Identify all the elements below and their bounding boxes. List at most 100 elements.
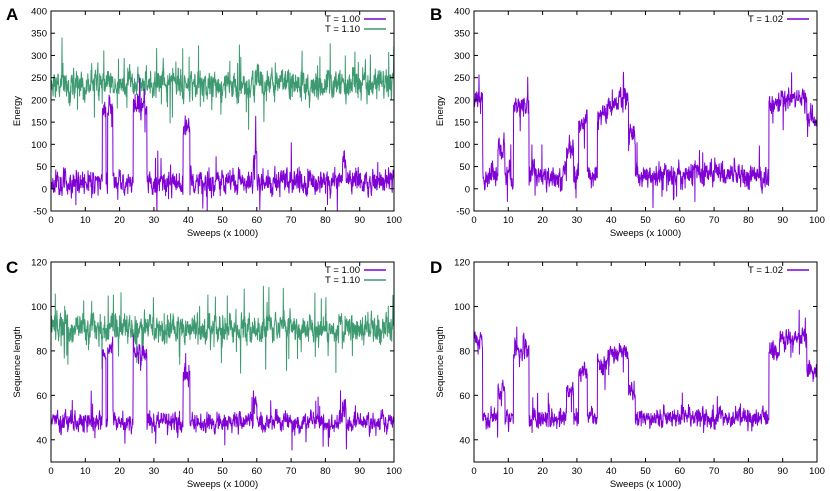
panel-d-x-tick-label: 70 <box>709 466 720 477</box>
panel-c-y-tick-label: 80 <box>36 346 47 357</box>
panel-b-x-tick-label: 30 <box>572 215 583 226</box>
panel-c-y-tick-label: 120 <box>31 258 47 269</box>
panel-c-y-tick-label: 60 <box>36 391 47 402</box>
panel-d-x-tick-label: 30 <box>572 466 583 477</box>
panel-d-x-tick-label: 10 <box>503 466 514 477</box>
panel-c-legend-label-2: T = 1.10 <box>325 275 360 286</box>
panel-b-y-tick-label: -50 <box>456 207 470 218</box>
panel-a-x-tick-label: 90 <box>354 215 365 226</box>
panel-d-x-tick-label: 0 <box>471 466 476 477</box>
panel-a-series-110-line <box>51 37 394 130</box>
panel-b-y-tick-label: 200 <box>454 95 470 106</box>
panel-b-x-tick-label: 40 <box>606 215 617 226</box>
panel-b-y-axis-label: Energy <box>435 96 446 126</box>
panel-a-series-group <box>51 37 394 211</box>
panel-c-series-group <box>51 285 394 451</box>
panel-d-series-group <box>474 309 817 438</box>
panel-d-legend-label-1: T = 1.02 <box>748 265 783 276</box>
panel-a: A Energy Sweeps (x 1000) T = 1.00 T = 1.… <box>6 5 402 239</box>
panel-c-x-tick-label: 60 <box>252 466 263 477</box>
panel-c-x-tick-label: 0 <box>48 466 53 477</box>
panel-b-y-tick-label: 50 <box>459 162 470 173</box>
panel-c-x-tick-label: 10 <box>80 466 91 477</box>
panel-b: B Energy Sweeps (x 1000) T = 1.02 0 10 20 3… <box>430 5 825 239</box>
panel-a-legend: T = 1.00 T = 1.10 <box>325 14 360 35</box>
panel-d-y-axis-label: Sequence length <box>435 326 446 397</box>
panel-a-label: A <box>6 5 18 24</box>
panel-b-series-102-line <box>474 71 817 209</box>
panel-b-y-tick-label: 250 <box>454 73 470 84</box>
panel-a-y-tick-label: -50 <box>33 207 47 218</box>
panel-a-x-tick-label: 40 <box>183 215 194 226</box>
panel-b-y-tick-label: 400 <box>454 7 470 18</box>
panel-a-y-tick-label: 150 <box>31 118 47 129</box>
panel-a-y-tick-label: 300 <box>31 51 47 62</box>
panel-c-series-100-line <box>51 334 394 451</box>
panel-a-legend-label-2: T = 1.10 <box>325 24 360 35</box>
panel-b-y-tick-label: 350 <box>454 29 470 40</box>
panel-b-x-tick-label: 0 <box>471 215 476 226</box>
panel-a-series-100-line <box>51 78 394 211</box>
panel-c-legend-label-1: T = 1.00 <box>325 265 360 276</box>
panel-c-x-tick-label: 40 <box>183 466 194 477</box>
panel-d-x-tick-label: 80 <box>743 466 754 477</box>
panel-c-x-tick-label: 70 <box>286 466 297 477</box>
panel-a-y-tick-label: 200 <box>31 95 47 106</box>
panel-a-x-tick-label: 100 <box>386 215 402 226</box>
panel-b-x-tick-label: 100 <box>809 215 825 226</box>
panel-d-x-tick-label: 20 <box>537 466 548 477</box>
panel-c-legend: T = 1.00 T = 1.10 <box>325 265 360 286</box>
panel-d-y-tick-label: 100 <box>454 302 470 313</box>
panel-b-y-tick-label: 0 <box>465 184 470 195</box>
panel-d: D Sequence length Sweeps (x 1000) T = 1.… <box>430 258 825 491</box>
panel-b-legend: T = 1.02 <box>748 14 783 25</box>
panel-d-y-tick-label: 40 <box>459 435 470 446</box>
panel-a-x-tick-label: 70 <box>286 215 297 226</box>
panel-d-y-tick-label: 80 <box>459 346 470 357</box>
panel-b-y-tick-label: 150 <box>454 118 470 129</box>
panel-c-y-tick-label: 40 <box>36 435 47 446</box>
panel-b-x-tick-label: 70 <box>709 215 720 226</box>
panel-a-x-axis-label: Sweeps (x 1000) <box>187 228 258 239</box>
panel-d-y-tick-label: 60 <box>459 391 470 402</box>
panel-a-x-tick-label: 50 <box>217 215 228 226</box>
panel-a-y-tick-label: 100 <box>31 140 47 151</box>
panel-c-x-tick-label: 80 <box>320 466 331 477</box>
panel-d-series-102-line <box>474 309 817 438</box>
panel-d-plot-frame <box>473 261 818 463</box>
panel-b-x-tick-label: 20 <box>537 215 548 226</box>
panel-a-x-tick-label: 20 <box>114 215 125 226</box>
panel-a-x-tick-label: 80 <box>320 215 331 226</box>
panel-b-y-tick-label: 100 <box>454 140 470 151</box>
panel-b-x-axis-label: Sweeps (x 1000) <box>610 228 681 239</box>
panel-a-x-tick-label: 30 <box>149 215 160 226</box>
panel-d-x-tick-label: 90 <box>777 466 788 477</box>
panel-c-x-tick-label: 50 <box>217 466 228 477</box>
panel-a-y-tick-label: 50 <box>36 162 47 173</box>
panel-b-x-tick-label: 50 <box>640 215 651 226</box>
panel-d-y-tick-label: 120 <box>454 258 470 269</box>
panel-a-y-tick-label: 350 <box>31 29 47 40</box>
panel-d-x-axis-label: Sweeps (x 1000) <box>610 479 681 490</box>
panel-a-y-tick-label: 0 <box>42 184 47 195</box>
panel-c-y-tick-label: 100 <box>31 302 47 313</box>
panel-d-x-tick-label: 60 <box>675 466 686 477</box>
panel-d-x-tick-label: 50 <box>640 466 651 477</box>
panel-c-x-tick-label: 20 <box>114 466 125 477</box>
panel-b-x-tick-label: 90 <box>777 215 788 226</box>
panel-b-legend-label-1: T = 1.02 <box>748 14 783 25</box>
panel-a-x-tick-label: 10 <box>80 215 91 226</box>
panel-c-label: C <box>6 258 18 277</box>
panel-c-x-axis-label: Sweeps (x 1000) <box>187 479 258 490</box>
panel-d-x-tick-label: 100 <box>809 466 825 477</box>
panel-c-x-tick-label: 30 <box>149 466 160 477</box>
panel-a-y-axis-label: Energy <box>12 96 23 126</box>
panel-b-y-tick-label: 300 <box>454 51 470 62</box>
panel-c-x-tick-label: 100 <box>386 466 402 477</box>
panel-b-x-tick-label: 80 <box>743 215 754 226</box>
panel-c-y-axis-label: Sequence length <box>12 326 23 397</box>
panel-c: C Sequence length Sweeps (x 1000) T = 1.… <box>6 258 402 491</box>
panel-d-legend: T = 1.02 <box>748 265 783 276</box>
panel-b-series-group <box>474 71 817 209</box>
